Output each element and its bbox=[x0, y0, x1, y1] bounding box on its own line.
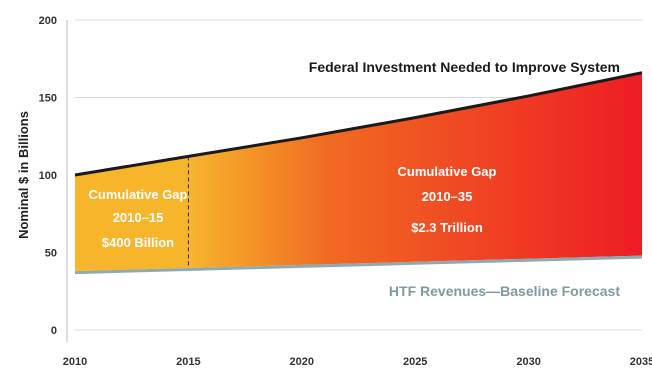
x-tick-label: 2020 bbox=[290, 356, 314, 368]
x-tick-label: 2035 bbox=[630, 356, 652, 368]
gap-2010-35-line-3: $2.3 Trillion bbox=[411, 220, 483, 235]
gap-area bbox=[75, 72, 642, 272]
y-tick-label: 150 bbox=[39, 93, 57, 105]
axes: 0 50 100 150 200 2010 2015 2020 2025 2030 2035 bbox=[39, 15, 652, 368]
federal-investment-line bbox=[74, 71, 643, 177]
federal-investment-series-label: Federal Investment Needed to Improve Sys… bbox=[309, 59, 620, 75]
x-tick-label: 2015 bbox=[176, 356, 200, 368]
y-axis-label: Nominal $ in Billions bbox=[16, 111, 31, 239]
plot-areas bbox=[74, 71, 643, 275]
htf-series-label: HTF Revenues—Baseline Forecast bbox=[389, 283, 620, 299]
gap-2010-15-annotation: Cumulative Gap 2010–15 $400 Billion bbox=[89, 187, 188, 250]
x-tick-label: 2025 bbox=[403, 356, 427, 368]
gap-2010-15-line-1: Cumulative Gap bbox=[89, 187, 188, 202]
gap-2010-35-line-1: Cumulative Gap bbox=[398, 164, 497, 179]
y-tick-label: 50 bbox=[45, 248, 57, 260]
gap-2010-15-line-2: 2010–15 bbox=[113, 210, 164, 225]
gap-2010-35-line-2: 2010–35 bbox=[422, 189, 473, 204]
y-tick-label: 200 bbox=[39, 15, 57, 27]
gap-2010-15-line-3: $400 Billion bbox=[102, 235, 174, 250]
y-tick-label: 100 bbox=[39, 170, 57, 182]
y-tick-label: 0 bbox=[51, 325, 57, 337]
htf-revenue-band bbox=[75, 255, 642, 275]
gap-2010-35-annotation: Cumulative Gap 2010–35 $2.3 Trillion bbox=[398, 164, 497, 235]
x-tick-label: 2030 bbox=[516, 356, 540, 368]
x-tick-label: 2010 bbox=[63, 356, 87, 368]
